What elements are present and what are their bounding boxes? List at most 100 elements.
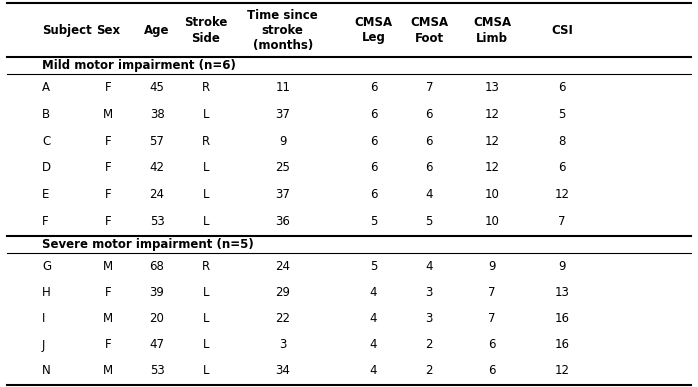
Text: Sex: Sex: [96, 24, 120, 37]
Text: 24: 24: [275, 260, 290, 274]
Text: 24: 24: [149, 188, 165, 201]
Text: 12: 12: [484, 161, 500, 175]
Text: R: R: [202, 81, 210, 94]
Text: 12: 12: [554, 188, 570, 201]
Text: 29: 29: [275, 286, 290, 300]
Text: Time since
stroke
(months): Time since stroke (months): [247, 9, 318, 52]
Text: E: E: [42, 188, 50, 201]
Text: F: F: [105, 339, 112, 351]
Text: B: B: [42, 108, 50, 121]
Text: 4: 4: [370, 365, 377, 377]
Text: 6: 6: [370, 135, 377, 147]
Text: G: G: [42, 260, 51, 274]
Text: CMSA
Foot: CMSA Foot: [410, 17, 448, 45]
Text: L: L: [202, 339, 209, 351]
Text: R: R: [202, 135, 210, 147]
Text: F: F: [105, 81, 112, 94]
Text: L: L: [202, 161, 209, 175]
Text: 6: 6: [370, 81, 377, 94]
Text: CSI: CSI: [551, 24, 573, 37]
Text: M: M: [103, 365, 113, 377]
Text: 9: 9: [489, 260, 496, 274]
Text: 2: 2: [426, 365, 433, 377]
Text: J: J: [42, 339, 45, 351]
Text: F: F: [105, 161, 112, 175]
Text: M: M: [103, 108, 113, 121]
Text: 4: 4: [426, 188, 433, 201]
Text: 6: 6: [370, 108, 377, 121]
Text: 12: 12: [554, 365, 570, 377]
Text: 16: 16: [554, 312, 570, 325]
Text: 25: 25: [275, 161, 290, 175]
Text: 7: 7: [489, 312, 496, 325]
Text: 13: 13: [484, 81, 500, 94]
Text: 3: 3: [426, 286, 433, 300]
Text: M: M: [103, 312, 113, 325]
Text: 10: 10: [484, 215, 500, 228]
Text: 7: 7: [489, 286, 496, 300]
Text: 6: 6: [489, 365, 496, 377]
Text: L: L: [202, 188, 209, 201]
Text: 4: 4: [370, 286, 377, 300]
Text: 5: 5: [370, 215, 377, 228]
Text: Stroke
Side: Stroke Side: [184, 17, 228, 45]
Text: 45: 45: [149, 81, 165, 94]
Text: Severe motor impairment (n=5): Severe motor impairment (n=5): [42, 238, 253, 251]
Text: 4: 4: [426, 260, 433, 274]
Text: 4: 4: [370, 339, 377, 351]
Text: 9: 9: [558, 260, 565, 274]
Text: 22: 22: [275, 312, 290, 325]
Text: 37: 37: [275, 188, 290, 201]
Text: 38: 38: [149, 108, 165, 121]
Text: 6: 6: [426, 135, 433, 147]
Text: 13: 13: [554, 286, 570, 300]
Text: 6: 6: [370, 188, 377, 201]
Text: Subject: Subject: [42, 24, 91, 37]
Text: 6: 6: [426, 161, 433, 175]
Text: F: F: [105, 135, 112, 147]
Text: D: D: [42, 161, 51, 175]
Text: 8: 8: [558, 135, 565, 147]
Text: 53: 53: [149, 215, 165, 228]
Text: 11: 11: [275, 81, 290, 94]
Text: 5: 5: [370, 260, 377, 274]
Text: 57: 57: [149, 135, 165, 147]
Text: C: C: [42, 135, 50, 147]
Text: 53: 53: [149, 365, 165, 377]
Text: 39: 39: [149, 286, 165, 300]
Text: 4: 4: [370, 312, 377, 325]
Text: L: L: [202, 312, 209, 325]
Text: F: F: [105, 286, 112, 300]
Text: N: N: [42, 365, 51, 377]
Text: H: H: [42, 286, 51, 300]
Text: 34: 34: [275, 365, 290, 377]
Text: R: R: [202, 260, 210, 274]
Text: L: L: [202, 108, 209, 121]
Text: 2: 2: [426, 339, 433, 351]
Text: L: L: [202, 365, 209, 377]
Text: Mild motor impairment (n=6): Mild motor impairment (n=6): [42, 59, 236, 72]
Text: 37: 37: [275, 108, 290, 121]
Text: 36: 36: [275, 215, 290, 228]
Text: F: F: [105, 188, 112, 201]
Text: 9: 9: [279, 135, 286, 147]
Text: 6: 6: [370, 161, 377, 175]
Text: 5: 5: [558, 108, 565, 121]
Text: 6: 6: [489, 339, 496, 351]
Text: 7: 7: [426, 81, 433, 94]
Text: 12: 12: [484, 135, 500, 147]
Text: CMSA
Limb: CMSA Limb: [473, 17, 511, 45]
Text: 47: 47: [149, 339, 165, 351]
Text: 20: 20: [149, 312, 165, 325]
Text: L: L: [202, 286, 209, 300]
Text: 6: 6: [426, 108, 433, 121]
Text: 42: 42: [149, 161, 165, 175]
Text: 68: 68: [149, 260, 165, 274]
Text: 12: 12: [484, 108, 500, 121]
Text: F: F: [42, 215, 48, 228]
Text: M: M: [103, 260, 113, 274]
Text: 3: 3: [426, 312, 433, 325]
Text: A: A: [42, 81, 50, 94]
Text: F: F: [105, 215, 112, 228]
Text: 10: 10: [484, 188, 500, 201]
